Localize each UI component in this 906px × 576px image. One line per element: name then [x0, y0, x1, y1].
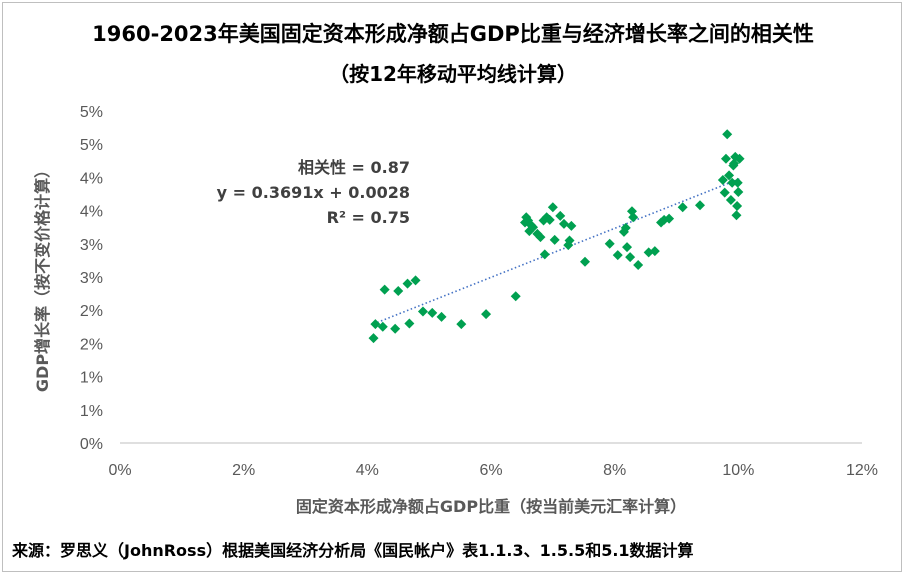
- y-tick-label: 4%: [80, 204, 103, 221]
- data-point: [528, 222, 539, 233]
- x-tick-label: 2%: [232, 462, 255, 479]
- data-point: [722, 129, 733, 140]
- data-point: [377, 321, 388, 332]
- data-point: [612, 250, 623, 261]
- y-tick-label: 1%: [80, 403, 103, 420]
- data-point: [393, 285, 404, 296]
- trendline-annotations: 相关性 = 0.87 y = 0.3691x + 0.0028 R² = 0.75: [217, 158, 410, 227]
- data-point: [370, 319, 381, 330]
- data-point: [649, 246, 660, 257]
- x-tick-label: 4%: [356, 462, 379, 479]
- y-tick-label: 2%: [80, 336, 103, 353]
- data-point: [368, 333, 379, 344]
- data-point: [625, 252, 636, 263]
- data-point: [720, 153, 731, 164]
- data-point: [732, 177, 743, 188]
- data-point: [558, 218, 569, 229]
- data-point: [539, 249, 550, 260]
- data-point: [620, 222, 631, 233]
- y-tick-label: 5%: [80, 104, 103, 121]
- data-point: [390, 323, 401, 334]
- data-point: [579, 256, 590, 267]
- y-tick-label: 4%: [80, 170, 103, 187]
- x-tick-label: 10%: [722, 462, 754, 479]
- data-point: [694, 200, 705, 211]
- data-point: [410, 275, 421, 286]
- data-points: [368, 129, 745, 344]
- y-tick-label: 3%: [80, 270, 103, 287]
- data-point: [725, 194, 736, 205]
- data-point: [733, 187, 744, 198]
- data-point: [729, 158, 740, 169]
- data-point: [549, 234, 560, 245]
- data-point: [510, 291, 521, 302]
- data-point: [727, 177, 738, 188]
- data-point: [724, 170, 735, 181]
- y-tick-label: 0%: [80, 436, 103, 453]
- x-tick-label: 8%: [603, 462, 626, 479]
- data-point: [427, 307, 438, 318]
- data-point: [404, 318, 415, 329]
- trendline: [373, 178, 740, 325]
- source-note: 来源：罗思义（JohnRoss）根据美国经济分析局《国民帐户》表1.1.3、1.…: [12, 541, 694, 560]
- x-tick-labels: 0% 2% 4% 6% 8% 10% 12%: [108, 462, 878, 479]
- data-point: [544, 214, 555, 225]
- annotation-line: y = 0.3691x + 0.0028: [217, 183, 410, 202]
- y-axis-title: GDP增长率（按不变价格计算）: [33, 162, 52, 392]
- data-point: [379, 284, 390, 295]
- data-point: [566, 220, 577, 231]
- data-point: [604, 238, 615, 249]
- y-tick-label: 3%: [80, 237, 103, 254]
- y-tick-label: 1%: [80, 370, 103, 387]
- data-point: [436, 311, 447, 322]
- data-point: [564, 235, 575, 246]
- x-tick-label: 0%: [108, 462, 131, 479]
- data-point: [622, 242, 633, 253]
- data-point: [677, 202, 688, 213]
- data-point: [555, 210, 566, 221]
- data-point: [717, 175, 728, 186]
- data-point: [547, 202, 558, 213]
- data-point: [417, 306, 428, 317]
- y-tick-labels: 0% 1% 1% 2% 2% 3% 3% 4% 4% 5% 5%: [80, 104, 103, 453]
- data-point: [633, 260, 644, 271]
- chart-title: 1960-2023年美国固定资本形成净额占GDP比重与经济增长率之间的相关性: [92, 22, 814, 46]
- data-point: [481, 309, 492, 320]
- x-tick-label: 6%: [479, 462, 502, 479]
- data-point: [628, 212, 639, 223]
- y-tick-label: 5%: [80, 137, 103, 154]
- data-point: [732, 200, 743, 211]
- x-tick-label: 12%: [846, 462, 878, 479]
- data-point: [734, 153, 745, 164]
- data-point: [719, 187, 730, 198]
- data-point: [731, 210, 742, 221]
- x-axis-title: 固定资本形成净额占GDP比重（按当前美元汇率计算）: [296, 497, 686, 516]
- data-point: [402, 278, 413, 289]
- data-point: [664, 213, 675, 224]
- data-point: [535, 232, 546, 243]
- y-tick-label: 2%: [80, 303, 103, 320]
- data-point: [456, 319, 467, 330]
- chart-subtitle: （按12年移动平均线计算）: [329, 62, 577, 86]
- annotation-line: 相关性 = 0.87: [298, 158, 410, 177]
- annotation-line: R² = 0.75: [327, 208, 410, 227]
